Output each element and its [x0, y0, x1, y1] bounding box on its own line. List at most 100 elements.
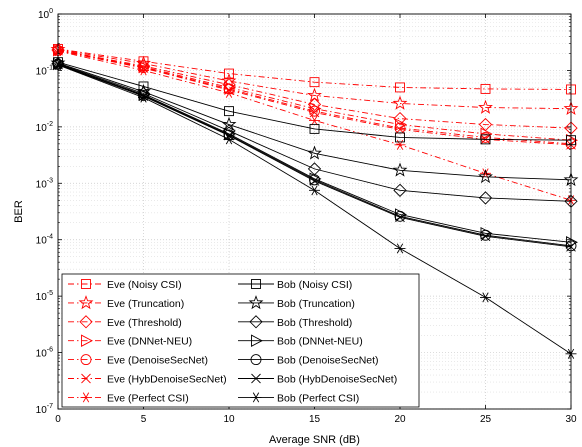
x-tick-label: 0 [55, 414, 61, 425]
square-marker [480, 134, 491, 145]
circle-marker [138, 62, 149, 74]
legend-item: Eve (DenoiseSecNet) [68, 354, 208, 367]
x-marker [480, 231, 491, 242]
legend-item: Eve (DNNet-NEU) [68, 334, 192, 348]
diamond-marker [136, 86, 151, 101]
series-group [52, 59, 577, 359]
asterisk-marker [394, 243, 406, 254]
legend-label: Bob (HybDenoiseSecNet) [277, 374, 397, 386]
square-marker [309, 123, 320, 134]
triangle-right-marker [395, 118, 407, 131]
y-tick-label: 10-4 [36, 234, 53, 247]
diamond-marker [249, 315, 263, 329]
y-tick-label: 10-1 [36, 64, 53, 77]
star5-marker [478, 99, 493, 114]
legend-label: Eve (Threshold) [107, 317, 182, 329]
circle-marker [223, 83, 235, 95]
x-marker [395, 124, 405, 135]
x-tick-label: 30 [565, 414, 577, 425]
legend-item: Eve (HybDenoiseSecNet) [68, 374, 227, 386]
x-tick-label: 25 [480, 414, 492, 425]
y-tick-label: 10-7 [36, 403, 53, 416]
series-line [57, 63, 572, 247]
diamond-marker [393, 111, 407, 126]
legend-label: Bob (DNNet-NEU) [277, 336, 363, 348]
x-marker [251, 373, 261, 384]
legend-item: Bob (HybDenoiseSecNet) [238, 374, 397, 386]
square-marker [395, 82, 405, 93]
star5-marker [248, 295, 264, 310]
legend-item: Eve (Truncation) [68, 295, 184, 310]
circle-marker [480, 131, 491, 143]
x-marker [224, 130, 234, 141]
star5-marker [478, 169, 493, 184]
ticks: 0 5 10 15 20 25 30 100 10-1 10-2 10-3 10-4 10-5 10-6 1… [36, 8, 577, 425]
circle-marker [309, 174, 320, 186]
legend-label: Eve (DNNet-NEU) [107, 336, 192, 348]
square-marker [81, 279, 91, 289]
legend-item: Eve (Perfect CSI) [68, 392, 189, 404]
legend-label: Eve (Perfect CSI) [107, 392, 189, 404]
triangle-right-marker [81, 334, 93, 347]
diamond-marker [478, 191, 493, 205]
asterisk-marker [138, 65, 149, 76]
square-marker [309, 77, 320, 88]
legend-item: Bob (Perfect CSI) [238, 392, 359, 404]
series-line [57, 49, 572, 141]
x-axis-label: Average SNR (dB) [269, 434, 360, 446]
series-line [57, 49, 572, 129]
legend-label: Eve (Noisy CSI) [107, 279, 182, 291]
legend-item: Bob (Truncation) [238, 295, 355, 310]
circle-marker [80, 354, 92, 366]
asterisk-marker [138, 92, 149, 103]
x-marker [309, 107, 320, 118]
diamond-marker [393, 183, 407, 197]
legend-label: Eve (Truncation) [107, 298, 184, 310]
legend-label: Eve (HybDenoiseSecNet) [107, 374, 227, 386]
x-tick-label: 10 [223, 414, 235, 425]
diamond-marker [79, 315, 93, 329]
y-tick-label: 10-3 [36, 177, 53, 190]
square-marker [138, 81, 149, 92]
x-tick-label: 15 [309, 414, 321, 425]
star5-marker [78, 295, 94, 310]
series-layer [50, 41, 579, 359]
star5-marker [392, 162, 408, 177]
legend-label: Eve (DenoiseSecNet) [107, 355, 208, 367]
legend-label: Bob (Truncation) [277, 298, 355, 310]
legend: Eve (Noisy CSI) Eve (Truncation) Eve (Thre… [61, 273, 420, 408]
series-line [57, 63, 572, 202]
x-marker [395, 212, 405, 223]
series-line [57, 48, 572, 90]
square-marker [395, 132, 405, 143]
legend-label: Bob (Noisy CSI) [277, 279, 352, 291]
triangle-right-marker [251, 334, 263, 347]
star5-marker [392, 95, 408, 110]
legend-label: Bob (Perfect CSI) [277, 392, 359, 404]
legend-label: Bob (Threshold) [277, 317, 352, 329]
y-tick-label: 100 [38, 8, 53, 21]
circle-marker [394, 210, 406, 222]
diamond-marker [307, 97, 322, 112]
asterisk-marker [309, 115, 320, 126]
y-tick-label: 10-5 [36, 290, 53, 303]
star5-marker [307, 145, 322, 160]
y-axis-label: BER [13, 200, 25, 223]
x-tick-label: 20 [394, 414, 406, 425]
y-tick-label: 10-6 [36, 347, 53, 360]
legend-item: Eve (Threshold) [68, 315, 182, 329]
asterisk-marker [309, 185, 320, 196]
asterisk-marker [223, 134, 235, 145]
series-line [57, 63, 572, 243]
square-marker [224, 106, 234, 117]
series-line [57, 50, 572, 145]
asterisk-marker [480, 292, 491, 303]
square-marker [480, 83, 491, 94]
legend-label: Bob (DenoiseSecNet) [277, 355, 379, 367]
asterisk-marker [250, 392, 262, 403]
legend-item: Bob (Threshold) [238, 315, 352, 329]
y-tick-label: 10-2 [36, 121, 53, 134]
circle-marker [250, 354, 262, 366]
legend-item: Bob (Noisy CSI) [238, 279, 352, 291]
